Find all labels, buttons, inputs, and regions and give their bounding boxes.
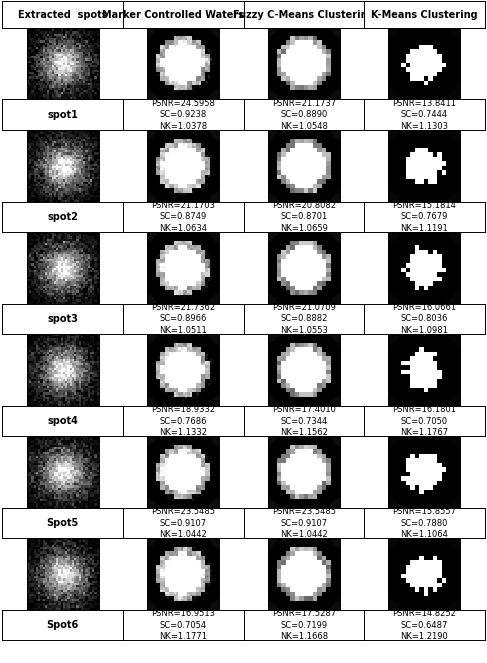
Text: PSNR=23.5485
SC=0.9107
NK=1.0442: PSNR=23.5485 SC=0.9107 NK=1.0442 [272, 507, 336, 539]
Text: PSNR=15.8557
SC=0.7880
NK=1.1064: PSNR=15.8557 SC=0.7880 NK=1.1064 [393, 507, 456, 539]
Text: PSNR=16.1801
SC=0.7050
NK=1.1767: PSNR=16.1801 SC=0.7050 NK=1.1767 [393, 405, 456, 437]
Text: PSNR=18.9332
SC=0.7686
NK=1.1332: PSNR=18.9332 SC=0.7686 NK=1.1332 [151, 405, 215, 437]
Text: spot3: spot3 [47, 314, 78, 324]
Text: Spot5: Spot5 [47, 518, 79, 528]
Text: PSNR=17.4010
SC=0.7344
NK=1.1562: PSNR=17.4010 SC=0.7344 NK=1.1562 [272, 405, 336, 437]
Text: PSNR=23.5485
SC=0.9107
NK=1.0442: PSNR=23.5485 SC=0.9107 NK=1.0442 [151, 507, 215, 539]
Text: Spot6: Spot6 [47, 620, 79, 631]
Text: spot4: spot4 [47, 416, 78, 426]
Text: PSNR=21.1703
SC=0.8749
NK=1.0634: PSNR=21.1703 SC=0.8749 NK=1.0634 [151, 201, 215, 233]
Text: PSNR=16.0661
SC=0.8036
NK=1.0981: PSNR=16.0661 SC=0.8036 NK=1.0981 [392, 303, 456, 335]
Text: Marker Controlled Watershed: Marker Controlled Watershed [102, 9, 264, 20]
Text: PSNR=21.1737
SC=0.8890
NK=1.0548: PSNR=21.1737 SC=0.8890 NK=1.0548 [272, 99, 336, 131]
Text: PSNR=16.9513
SC=0.7054
NK=1.1771: PSNR=16.9513 SC=0.7054 NK=1.1771 [151, 609, 215, 641]
Text: Fuzzy C-Means Clustering: Fuzzy C-Means Clustering [233, 9, 375, 20]
Text: PSNR=20.8082
SC=0.8701
NK=1.0659: PSNR=20.8082 SC=0.8701 NK=1.0659 [272, 201, 336, 233]
Text: PSNR=17.5287
SC=0.7199
NK=1.1668: PSNR=17.5287 SC=0.7199 NK=1.1668 [272, 609, 336, 641]
Text: PSNR=21.7362
SC=0.8966
NK=1.0511: PSNR=21.7362 SC=0.8966 NK=1.0511 [151, 303, 215, 335]
Text: Extracted  spots: Extracted spots [18, 9, 108, 20]
Text: PSNR=21.0709
SC=0.8882
NK=1.0553: PSNR=21.0709 SC=0.8882 NK=1.0553 [272, 303, 336, 335]
Text: PSNR=13.8411
SC=0.7444
NK=1.1303: PSNR=13.8411 SC=0.7444 NK=1.1303 [393, 99, 456, 131]
Text: spot2: spot2 [47, 211, 78, 222]
Text: spot1: spot1 [47, 109, 78, 120]
Text: K-Means Clustering: K-Means Clustering [371, 9, 478, 20]
Text: PSNR=14.8252
SC=0.6487
NK=1.2190: PSNR=14.8252 SC=0.6487 NK=1.2190 [393, 609, 456, 641]
Text: PSNR=15.1814
SC=0.7679
NK=1.1191: PSNR=15.1814 SC=0.7679 NK=1.1191 [393, 201, 456, 233]
Text: PSNR=24.5958
SC=0.9238
NK=1.0378: PSNR=24.5958 SC=0.9238 NK=1.0378 [151, 99, 215, 131]
